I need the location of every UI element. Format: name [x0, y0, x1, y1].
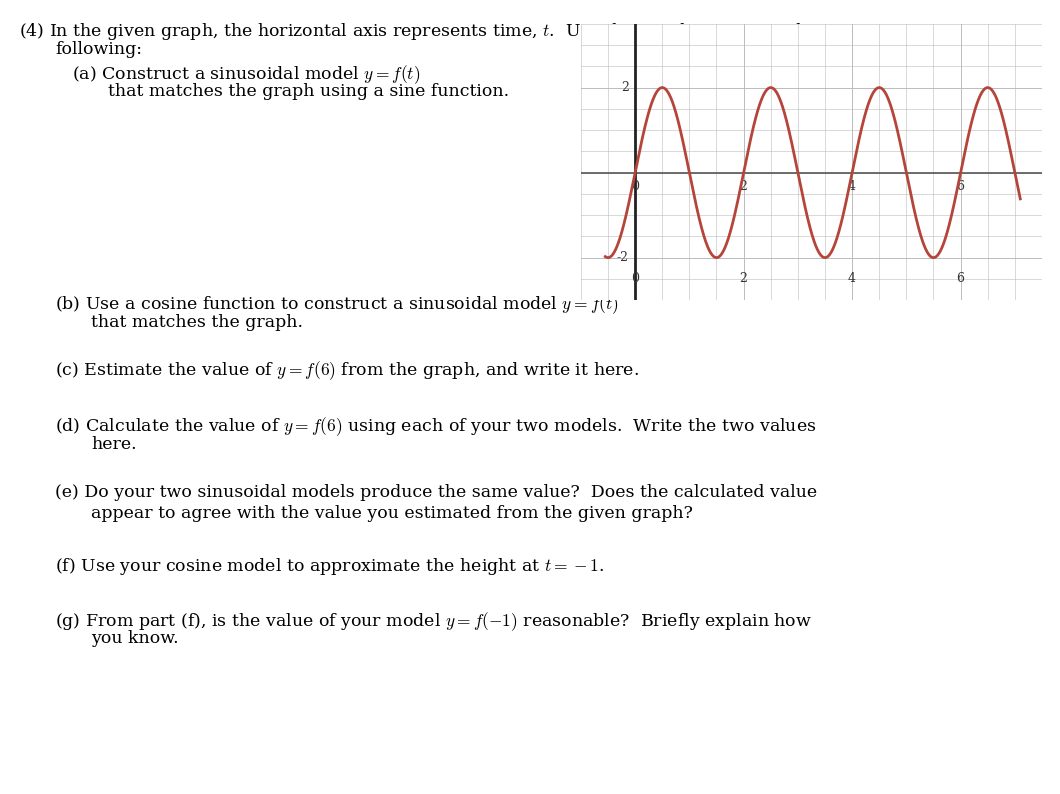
- Text: 2: 2: [621, 81, 629, 94]
- Text: you know.: you know.: [91, 630, 179, 647]
- Text: here.: here.: [91, 436, 137, 453]
- Text: -2: -2: [617, 251, 629, 264]
- Text: that matches the graph using a sine function.: that matches the graph using a sine func…: [108, 83, 509, 100]
- Text: 2: 2: [740, 272, 747, 285]
- Text: (b) Use a cosine function to construct a sinusoidal model $y = f(t)$: (b) Use a cosine function to construct a…: [55, 294, 619, 317]
- Text: 6: 6: [956, 180, 965, 193]
- Text: following:: following:: [55, 41, 142, 58]
- Text: 0: 0: [631, 272, 639, 285]
- Text: that matches the graph.: that matches the graph.: [91, 314, 303, 331]
- Text: 2: 2: [740, 180, 747, 193]
- Text: (a) Construct a sinusoidal model $y = f(t)$: (a) Construct a sinusoidal model $y = f(…: [72, 64, 421, 87]
- Text: (e) Do your two sinusoidal models produce the same value?  Does the calculated v: (e) Do your two sinusoidal models produc…: [55, 484, 817, 501]
- Text: 0: 0: [631, 180, 639, 193]
- Text: (c) Estimate the value of $y = f(6)$ from the graph, and write it here.: (c) Estimate the value of $y = f(6)$ fro…: [55, 359, 639, 382]
- Text: 4: 4: [848, 272, 856, 285]
- Text: (f) Use your cosine model to approximate the height at $t = -1$.: (f) Use your cosine model to approximate…: [55, 556, 604, 576]
- Text: 6: 6: [956, 272, 965, 285]
- Text: (4) In the given graph, the horizontal axis represents time, $t$.  Use the graph: (4) In the given graph, the horizontal a…: [19, 21, 818, 41]
- Text: (d) Calculate the value of $y = f(6)$ using each of your two models.  Write the : (d) Calculate the value of $y = f(6)$ us…: [55, 415, 816, 438]
- Text: appear to agree with the value you estimated from the given graph?: appear to agree with the value you estim…: [91, 505, 693, 522]
- Text: 4: 4: [848, 180, 856, 193]
- Text: (g) From part (f), is the value of your model $y = f(-1)$ reasonable?  Briefly e: (g) From part (f), is the value of your …: [55, 610, 812, 633]
